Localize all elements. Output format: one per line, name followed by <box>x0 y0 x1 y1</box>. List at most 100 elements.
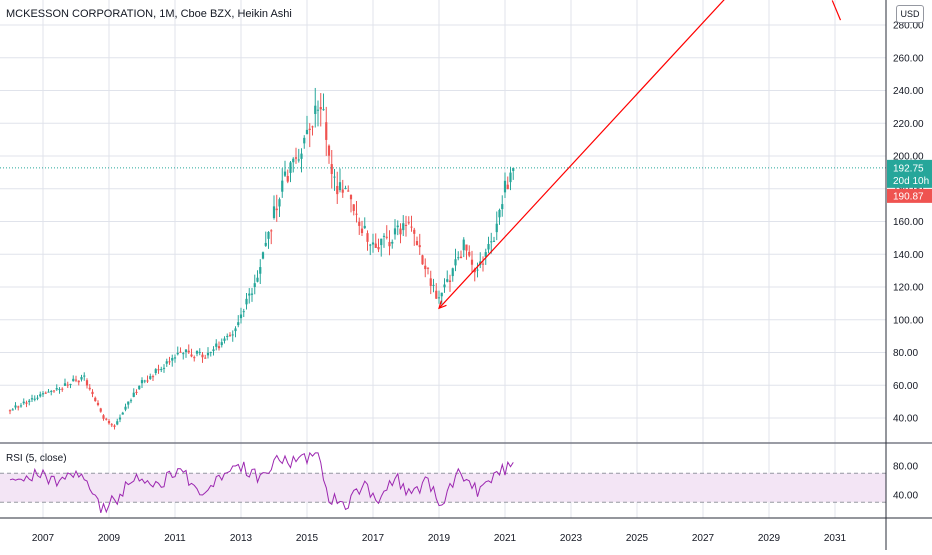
candle-body <box>250 293 254 295</box>
candle-body <box>270 230 273 232</box>
candle-body <box>325 122 328 140</box>
candle-body <box>96 402 100 405</box>
candle-body <box>418 245 421 248</box>
candle-body <box>77 380 80 383</box>
time-tick-label: 2023 <box>560 533 583 544</box>
candle-body <box>402 223 405 231</box>
candle-body <box>160 369 163 371</box>
price-axis[interactable]: 40.00 60.00 80.00 100.00 120.00 140.00 160.00 1… <box>893 21 924 502</box>
time-axis[interactable]: 2007 2009 2011 2013 2015 2017 2019 2021 2023 2025… <box>32 533 847 544</box>
rsi-label[interactable]: RSI (5, close) <box>6 453 67 464</box>
candle-body <box>162 367 166 369</box>
rsi-tick-label: 80.00 <box>893 462 918 473</box>
candle-body <box>429 278 432 286</box>
candle-body <box>52 390 56 392</box>
candle-body <box>448 280 452 282</box>
candle-body <box>105 418 108 420</box>
candle-body <box>424 265 427 270</box>
candle-body <box>415 241 419 245</box>
candle-body <box>226 335 229 337</box>
candle-body <box>146 380 149 382</box>
candle-body <box>41 393 45 395</box>
rsi-line-layer <box>9 451 514 514</box>
candle-body <box>382 235 386 237</box>
time-tick-label: 2031 <box>824 533 847 544</box>
candle-body <box>33 398 36 400</box>
price-tick-label: 120.00 <box>893 283 924 294</box>
candle-body <box>349 194 353 200</box>
candle-body <box>347 190 350 192</box>
currency-button[interactable]: USD <box>896 5 924 23</box>
candle-body <box>74 379 78 381</box>
open-price-badge <box>887 188 932 203</box>
candle-body <box>338 182 342 191</box>
candle-body <box>176 352 179 355</box>
candle-body <box>333 176 336 178</box>
candle-body <box>407 222 410 224</box>
candle-body <box>437 297 441 299</box>
candle-body <box>99 408 102 412</box>
candle-body <box>374 243 377 248</box>
open-price-value: 190.87 <box>893 191 924 202</box>
candle-body <box>336 186 339 195</box>
time-tick-label: 2021 <box>494 533 517 544</box>
candle-body <box>165 361 168 364</box>
candle-body <box>135 391 138 393</box>
candle-body <box>30 398 34 400</box>
candle-body <box>440 292 443 297</box>
candle-body <box>435 290 438 299</box>
candle-body <box>470 259 474 265</box>
trendline-arrowhead <box>438 300 447 310</box>
candle-body <box>215 343 218 347</box>
candle-body <box>124 406 127 410</box>
candle-body <box>182 353 185 355</box>
last-price-value: 192.75 <box>893 163 924 174</box>
candle-body <box>468 251 471 256</box>
candle-body <box>481 263 485 265</box>
candle-body <box>14 405 17 408</box>
candle-body <box>102 415 105 419</box>
candle-body <box>459 256 463 259</box>
candle-body <box>138 385 141 390</box>
candle-body <box>17 406 20 408</box>
candle-body <box>25 402 28 404</box>
candle-body <box>380 238 383 246</box>
candle-body <box>127 401 130 405</box>
candle-body <box>94 397 97 402</box>
candle-body <box>267 231 270 239</box>
candle-body <box>223 338 226 341</box>
candle-body <box>11 409 14 411</box>
candle-body <box>187 350 190 353</box>
time-tick-label: 2015 <box>296 533 319 544</box>
price-tick-label: 40.00 <box>893 414 918 425</box>
candle-body <box>498 209 501 218</box>
candle-body <box>83 375 86 377</box>
rsi-series-line <box>9 451 514 514</box>
candle-body <box>234 328 237 332</box>
candle-body <box>501 204 504 210</box>
candle-body <box>393 228 397 235</box>
candle-body <box>44 392 47 394</box>
candle-body <box>149 376 152 379</box>
candle-body <box>39 394 42 397</box>
candle-body <box>237 322 240 326</box>
candle-body <box>228 334 232 336</box>
candle-body <box>352 204 355 211</box>
candle-body <box>190 354 193 357</box>
candle-body <box>217 346 221 349</box>
candle-body <box>462 239 465 251</box>
candle-body <box>36 397 39 399</box>
candle-body <box>204 357 207 359</box>
candle-body <box>355 213 358 215</box>
candle-body <box>245 298 248 305</box>
candle-body <box>454 259 457 266</box>
candle-body <box>308 128 311 131</box>
candle-body <box>300 153 303 159</box>
candle-body <box>110 424 113 426</box>
grid-layer <box>0 0 886 518</box>
candle-body <box>157 369 160 371</box>
candle-body <box>341 189 344 193</box>
candle-body <box>256 277 259 282</box>
